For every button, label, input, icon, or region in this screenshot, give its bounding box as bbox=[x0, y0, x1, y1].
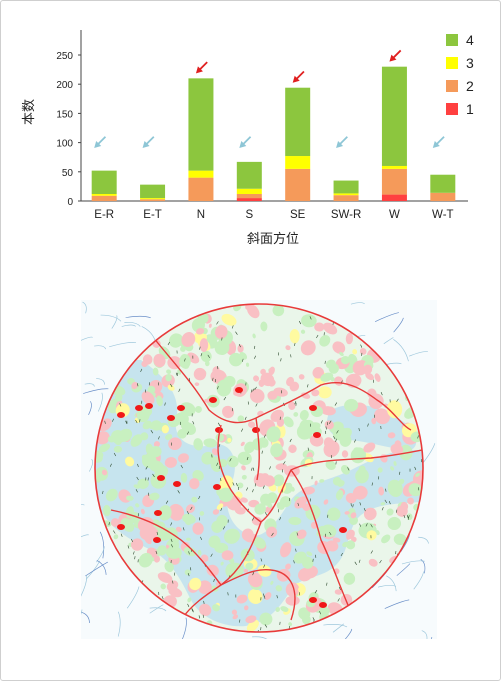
bar-SE-class-4 bbox=[285, 87, 311, 157]
class1-patch bbox=[154, 510, 162, 516]
blue-arrow-E-T-head bbox=[142, 141, 150, 148]
chart-bars: E-R E-T N S SE SW-R W W-T bbox=[91, 66, 456, 221]
red-arrow-SE-head bbox=[292, 75, 300, 83]
class1-patch bbox=[157, 475, 165, 481]
class1-patch bbox=[309, 597, 317, 603]
region-boundary bbox=[260, 447, 423, 523]
bar-E-R-class-3 bbox=[91, 193, 117, 196]
x-tick-label: E-R bbox=[94, 209, 114, 221]
bar-N-class-3 bbox=[188, 170, 214, 178]
bar-SE-class-3 bbox=[285, 156, 311, 169]
legend-label-4: 4 bbox=[466, 32, 474, 48]
bar-N-class-2 bbox=[188, 177, 214, 201]
bar-N-class-4 bbox=[188, 78, 214, 171]
y-tick-label: 250 bbox=[56, 51, 73, 62]
class1-patch bbox=[213, 484, 221, 490]
legend-swatch-2 bbox=[446, 80, 458, 92]
bar-W-T-class-4 bbox=[430, 174, 456, 193]
class1-patch bbox=[319, 602, 327, 608]
class1-patch bbox=[117, 412, 125, 418]
region-boundary bbox=[255, 417, 260, 481]
bar-E-R-class-4 bbox=[91, 170, 117, 194]
bar-W-class-3 bbox=[381, 165, 407, 169]
region-boundary bbox=[220, 568, 296, 621]
class1-patch bbox=[313, 432, 321, 438]
class1-patch bbox=[209, 397, 217, 403]
region-boundary bbox=[110, 509, 222, 586]
class1-patch bbox=[167, 415, 175, 421]
x-tick-label: S bbox=[245, 209, 253, 221]
legend-label-3: 3 bbox=[466, 55, 474, 71]
region-boundary bbox=[148, 331, 257, 424]
class1-patch bbox=[215, 427, 223, 433]
bar-E-T-class-4 bbox=[140, 184, 166, 199]
blue-arrow-W-T-head bbox=[432, 141, 440, 148]
legend-swatch-4 bbox=[446, 34, 458, 46]
bar-SW-R-class-4 bbox=[333, 180, 359, 194]
bar-E-T-class-3 bbox=[140, 198, 166, 200]
bar-E-R-class-2 bbox=[91, 195, 117, 201]
chart-legend: 4 3 2 1 bbox=[446, 32, 474, 117]
bar-SE-class-2 bbox=[285, 168, 311, 201]
bar-S-class-4 bbox=[236, 161, 262, 189]
bar-W-class-4 bbox=[381, 66, 407, 166]
bar-S-class-2 bbox=[236, 193, 262, 199]
study-area-circle bbox=[94, 303, 424, 633]
legend-label-2: 2 bbox=[466, 78, 474, 94]
bar-SW-R-class-3 bbox=[333, 193, 359, 196]
region-boundary bbox=[290, 469, 352, 613]
bar-S-class-3 bbox=[236, 188, 262, 194]
class1-patch bbox=[135, 405, 143, 411]
x-tick-label: E-T bbox=[143, 209, 162, 221]
legend-label-1: 1 bbox=[466, 101, 474, 117]
bar-S-class-1 bbox=[236, 198, 262, 201]
x-tick-label: W bbox=[389, 209, 400, 221]
blue-arrow-E-R-head bbox=[94, 141, 102, 148]
legend-swatch-1 bbox=[446, 103, 458, 115]
class1-patch bbox=[173, 481, 181, 487]
x-tick-label: W-T bbox=[432, 209, 454, 221]
y-tick-label: 50 bbox=[62, 168, 74, 179]
x-tick-label: N bbox=[197, 209, 205, 221]
vegetation-map-image bbox=[70, 301, 436, 661]
class1-patch bbox=[309, 405, 317, 411]
legend-swatch-3 bbox=[446, 57, 458, 69]
bar-W-class-2 bbox=[381, 168, 407, 195]
class1-patch bbox=[252, 427, 260, 433]
bar-SW-R-class-2 bbox=[333, 195, 359, 201]
y-tick-label: 150 bbox=[56, 109, 73, 120]
y-tick-label: 200 bbox=[56, 80, 73, 91]
y-axis-label: 本数 bbox=[21, 99, 36, 125]
blue-arrow-S-head bbox=[239, 141, 247, 148]
blue-arrow-SW-R-head bbox=[336, 141, 344, 148]
vegetation-map bbox=[70, 300, 437, 661]
x-axis-label: 斜面方位 bbox=[247, 231, 299, 246]
region-boundary bbox=[255, 382, 412, 431]
chart-arrows bbox=[94, 49, 445, 148]
bar-E-T-class-2 bbox=[140, 199, 166, 201]
class1-patch bbox=[339, 527, 347, 533]
class1-patch bbox=[145, 403, 153, 409]
bar-W-class-1 bbox=[381, 194, 407, 201]
y-tick-label: 100 bbox=[56, 139, 73, 150]
class1-patch bbox=[153, 537, 161, 543]
class1-patch bbox=[117, 524, 125, 530]
y-tick-label: 0 bbox=[67, 197, 73, 208]
bar-W-T-class-2 bbox=[430, 192, 456, 201]
red-arrow-W-head bbox=[389, 54, 397, 62]
x-tick-label: SE bbox=[290, 209, 306, 221]
class1-patch bbox=[177, 405, 185, 411]
x-tick-label: SW-R bbox=[331, 209, 361, 221]
class1-patch bbox=[235, 387, 243, 393]
map-interior bbox=[95, 304, 423, 632]
region-boundary bbox=[217, 424, 262, 523]
red-arrow-N-head bbox=[195, 66, 203, 74]
